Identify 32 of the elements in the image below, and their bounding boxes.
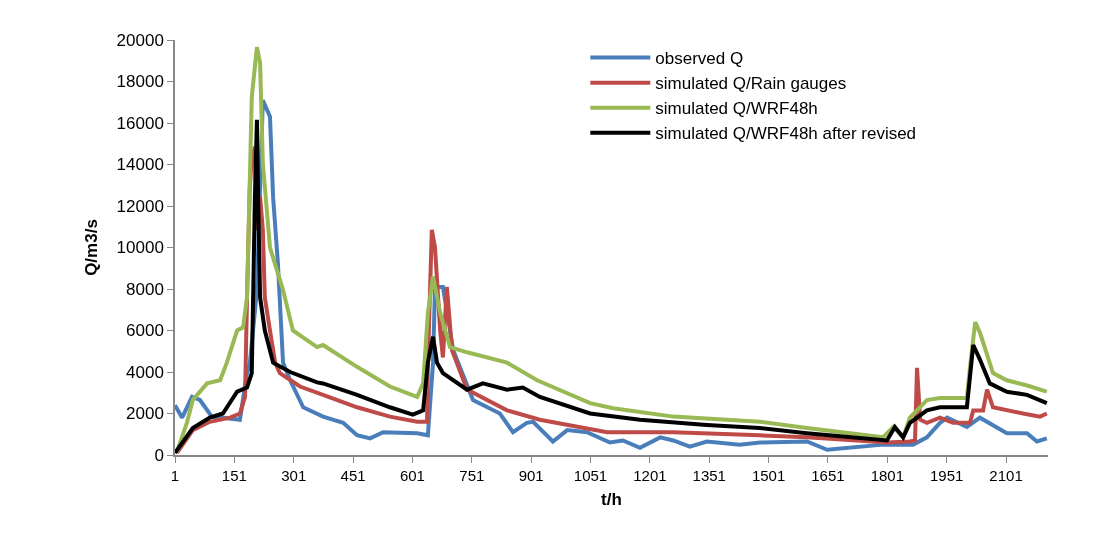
x-tick-label: 151 bbox=[221, 466, 247, 484]
x-tick-label: 301 bbox=[281, 466, 307, 484]
legend-label: simulated Q/WRF48h bbox=[655, 99, 818, 119]
y-tick-label: 4000 bbox=[126, 362, 164, 382]
y-tick-label: 18000 bbox=[116, 72, 164, 92]
x-tick-label: 901 bbox=[518, 466, 544, 484]
x-tick-label: 451 bbox=[340, 466, 366, 484]
legend-label: simulated Q/WRF48h after revised bbox=[655, 124, 917, 144]
y-tick-label: 0 bbox=[154, 445, 164, 465]
y-tick-label: 16000 bbox=[116, 113, 164, 133]
y-tick-label: 12000 bbox=[116, 196, 164, 216]
y-tick-label: 2000 bbox=[126, 404, 164, 424]
x-axis-title: t/h bbox=[601, 489, 622, 509]
x-tick-label: 2101 bbox=[989, 466, 1023, 484]
y-tick-label: 8000 bbox=[126, 279, 164, 299]
y-axis-title: Q/m3/s bbox=[81, 219, 101, 276]
legend-label: observed Q bbox=[655, 49, 744, 69]
x-tick-label: 1051 bbox=[573, 466, 608, 484]
x-tick-label: 1801 bbox=[870, 466, 905, 484]
x-tick-label: 1951 bbox=[930, 466, 964, 484]
x-tick-label: 751 bbox=[459, 466, 485, 484]
y-tick-label: 20000 bbox=[116, 30, 164, 50]
x-tick-label: 601 bbox=[399, 466, 425, 484]
x-tick-label: 1501 bbox=[751, 466, 786, 484]
x-tick-label: 1651 bbox=[811, 466, 845, 484]
x-tick-label: 1 bbox=[170, 466, 180, 484]
y-tick-label: 10000 bbox=[116, 238, 164, 258]
legend-label: simulated Q/Rain gauges bbox=[655, 74, 847, 94]
y-tick-label: 6000 bbox=[126, 321, 164, 341]
x-tick-label: 1201 bbox=[633, 466, 667, 484]
y-tick-label: 14000 bbox=[116, 155, 164, 175]
x-tick-label: 1351 bbox=[692, 466, 726, 484]
